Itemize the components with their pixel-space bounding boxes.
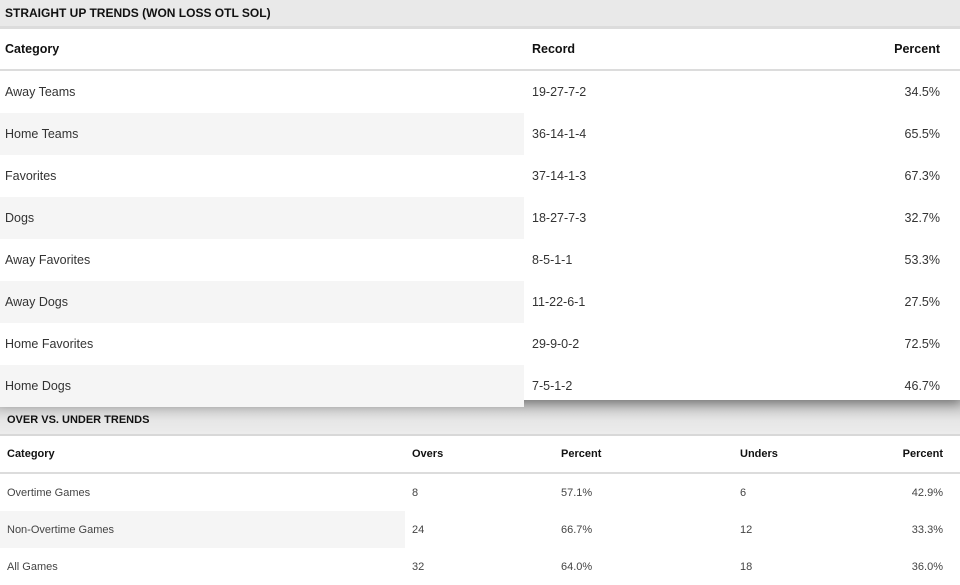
cell-record: 8-5-1-1: [532, 253, 573, 267]
cell-overs: 32: [412, 560, 425, 573]
header-overs: Overs: [412, 448, 444, 460]
straight-up-trends-card: STRAIGHT UP TRENDS (WON LOSS OTL SOL) Ca…: [0, 0, 960, 393]
header-record: Record: [532, 42, 576, 56]
section-title: STRAIGHT UP TRENDS (WON LOSS OTL SOL): [0, 0, 960, 29]
row-stripe: [0, 113, 524, 155]
cell-percent: 27.5%: [904, 295, 940, 309]
header-unders: Unders: [740, 448, 778, 460]
cell-category: Away Dogs: [5, 295, 68, 309]
cell-overs: 8: [412, 486, 419, 499]
table-header: Category Overs Percent Unders Percent: [0, 436, 960, 474]
cell-category: Home Dogs: [5, 379, 71, 393]
table-row: Away Favorites 8-5-1-1 53.3%: [0, 239, 960, 281]
table-row: Dogs 18-27-7-3 32.7%: [0, 197, 960, 239]
table-header: Category Record Percent: [0, 29, 960, 71]
cell-category: Non-Overtime Games: [7, 523, 114, 536]
table-row: Overtime Games 8 57.1% 6 42.9%: [0, 474, 960, 511]
cell-overs-percent: 57.1%: [561, 486, 593, 499]
header-category: Category: [5, 42, 60, 56]
table-row: Non-Overtime Games 24 66.7% 12 33.3%: [0, 511, 960, 548]
table-row: Away Teams 19-27-7-2 34.5%: [0, 71, 960, 113]
cell-record: 18-27-7-3: [532, 211, 587, 225]
cell-unders: 12: [740, 523, 753, 536]
header-unders-percent: Percent: [902, 448, 943, 460]
cell-percent: 53.3%: [904, 253, 940, 267]
table-row: Home Favorites 29-9-0-2 72.5%: [0, 323, 960, 365]
cell-percent: 67.3%: [904, 169, 940, 183]
row-stripe: [0, 365, 524, 407]
cell-record: 7-5-1-2: [532, 379, 573, 393]
header-overs-percent: Percent: [561, 448, 602, 460]
cell-category: Away Favorites: [5, 253, 91, 267]
cell-category: All Games: [7, 560, 58, 573]
table-row: Away Dogs 11-22-6-1 27.5%: [0, 281, 960, 323]
cell-category: Favorites: [5, 169, 57, 183]
cell-unders: 6: [740, 486, 747, 499]
cell-percent: 32.7%: [904, 211, 940, 225]
cell-category: Dogs: [5, 211, 35, 225]
over-under-trends: OVER VS. UNDER TRENDS Category Overs Per…: [0, 400, 960, 579]
cell-unders-percent: 36.0%: [911, 560, 943, 573]
cell-percent: 46.7%: [904, 379, 940, 393]
cell-unders: 18: [740, 560, 753, 573]
row-stripe: [0, 197, 524, 239]
cell-percent: 34.5%: [904, 85, 940, 99]
cell-overs-percent: 64.0%: [561, 560, 593, 573]
cell-overs-percent: 66.7%: [561, 523, 593, 536]
cell-unders-percent: 42.9%: [911, 486, 943, 499]
cell-category: Home Favorites: [5, 337, 94, 351]
table-row: Home Teams 36-14-1-4 65.5%: [0, 113, 960, 155]
cell-percent: 72.5%: [904, 337, 940, 351]
row-stripe: [0, 511, 405, 548]
table-row: Favorites 37-14-1-3 67.3%: [0, 155, 960, 197]
cell-record: 19-27-7-2: [532, 85, 587, 99]
header-category: Category: [7, 448, 55, 460]
cell-category: Overtime Games: [7, 486, 91, 499]
cell-record: 37-14-1-3: [532, 169, 587, 183]
cell-unders-percent: 33.3%: [911, 523, 943, 536]
cell-record: 36-14-1-4: [532, 127, 587, 141]
cell-record: 29-9-0-2: [532, 337, 580, 351]
row-stripe: [0, 281, 524, 323]
cell-percent: 65.5%: [904, 127, 940, 141]
table-row: All Games 32 64.0% 18 36.0%: [0, 548, 960, 585]
cell-record: 11-22-6-1: [532, 295, 586, 309]
cell-category: Home Teams: [5, 127, 79, 141]
cell-overs: 24: [412, 523, 425, 536]
table-row: Home Dogs 7-5-1-2 46.7%: [0, 365, 960, 407]
cell-category: Away Teams: [5, 85, 76, 99]
header-percent: Percent: [894, 42, 940, 56]
